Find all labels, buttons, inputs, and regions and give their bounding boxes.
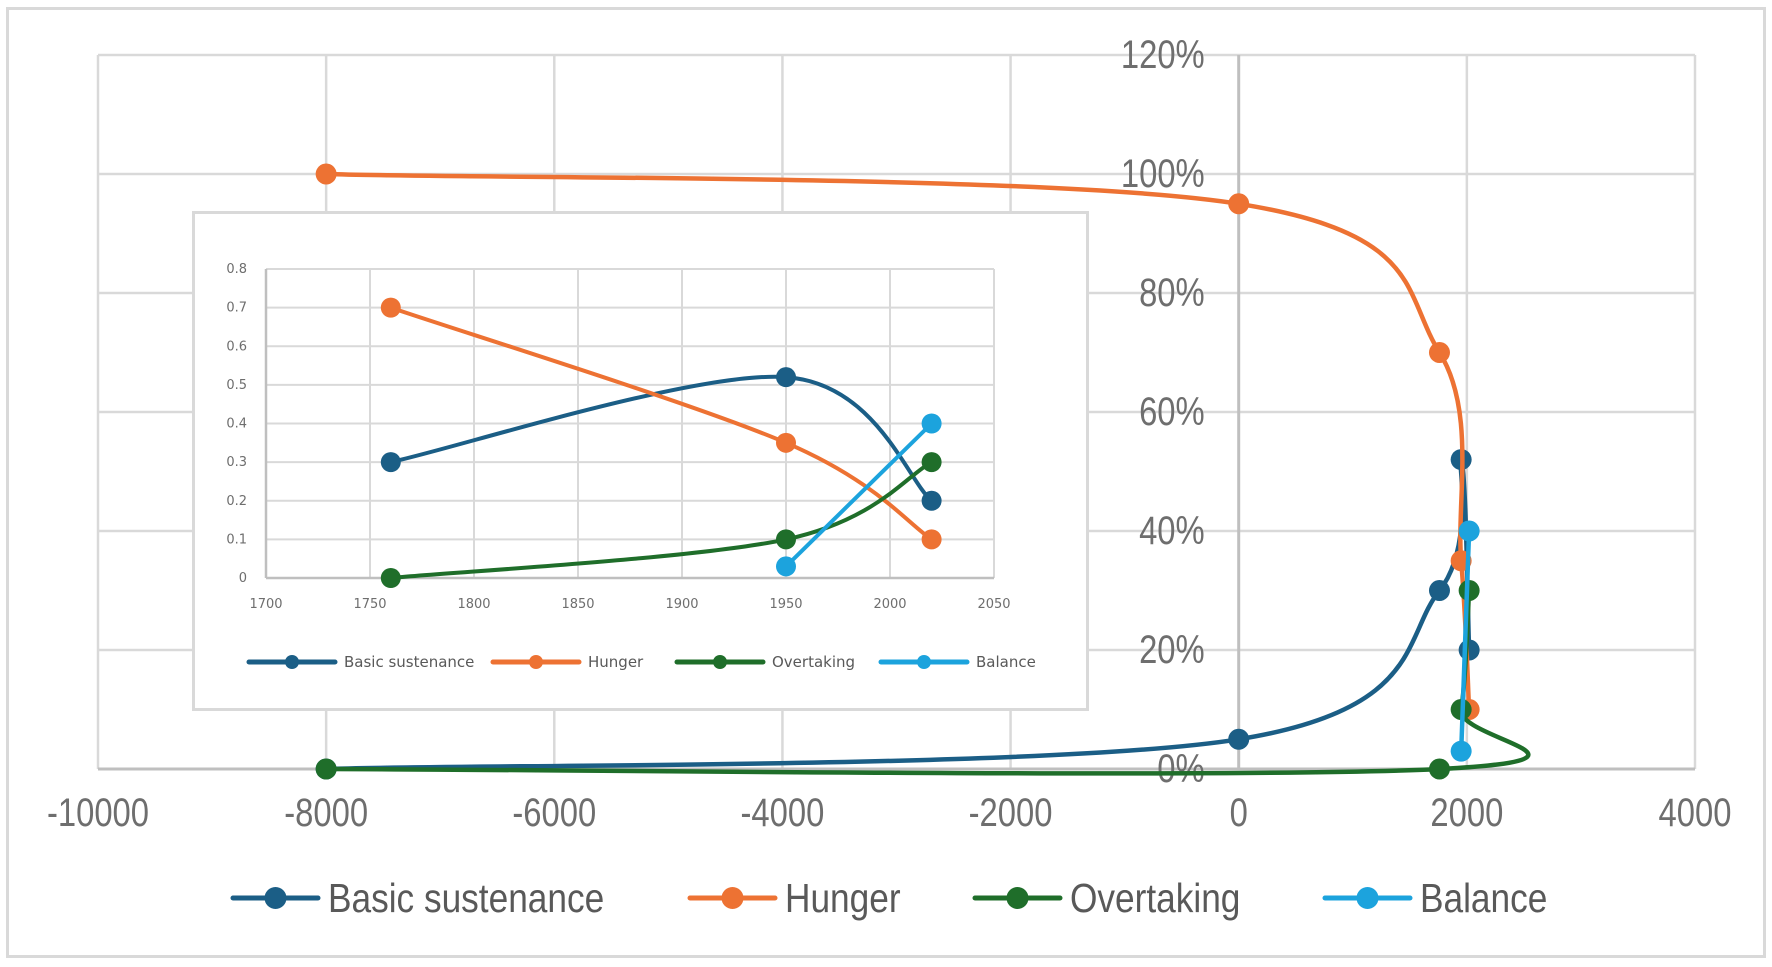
inset-point-overtaking <box>380 568 401 588</box>
inset-legend-marker-icon <box>917 655 931 669</box>
main-legend-item-overtaking: Overtaking <box>972 876 1240 922</box>
main-legend-label: Overtaking <box>1070 876 1240 922</box>
main-x-tick-label: -6000 <box>512 790 596 835</box>
inset-legend-item-hunger: Hunger <box>490 653 644 671</box>
inset-point-hunger <box>776 432 796 453</box>
inset-legend-item-overtaking: Overtaking <box>674 653 855 671</box>
inset-point-basic-sustenance <box>776 367 796 388</box>
inset-chart-border <box>192 211 1089 711</box>
inset-legend-marker-icon <box>713 655 727 669</box>
inset-series-hunger <box>380 297 942 550</box>
inset-point-overtaking <box>776 529 796 550</box>
main-point-overtaking <box>315 758 337 780</box>
inset-y-tick-label: 0.1 <box>226 532 247 547</box>
main-legend-item-balance: Balance <box>1322 876 1547 922</box>
inset-x-tick-label: 1750 <box>353 597 386 612</box>
main-legend: Basic sustenance Hunger Overtaking Balance <box>230 876 1547 922</box>
main-point-balance <box>1458 520 1480 542</box>
main-y-tick-label: 0% <box>1157 746 1204 791</box>
inset-y-tick-label: 0.8 <box>226 262 247 277</box>
inset-point-hunger <box>380 297 401 318</box>
main-point-basic-sustenance <box>1428 580 1450 601</box>
inset-point-balance <box>776 556 796 577</box>
main-legend-marker-icon <box>264 887 287 909</box>
main-legend-label: Hunger <box>785 876 901 922</box>
inset-y-tick-label: 0.7 <box>226 301 247 316</box>
main-point-hunger <box>1428 342 1450 363</box>
main-legend-marker-icon <box>721 887 744 909</box>
main-point-overtaking <box>1428 758 1450 780</box>
main-x-tick-label: 2000 <box>1430 790 1503 835</box>
inset-y-tick-label: 0 <box>239 571 247 586</box>
inset-line-overtaking <box>388 460 934 580</box>
main-point-basic-sustenance <box>1228 728 1250 750</box>
inset-y-tick-label: 0.3 <box>226 455 247 470</box>
main-point-hunger <box>315 163 337 185</box>
main-series-balance <box>1450 520 1480 762</box>
inset-x-tick-label: 1700 <box>249 597 282 612</box>
main-x-tick-label: -8000 <box>284 790 368 835</box>
inset-legend-item-balance: Balance <box>878 653 1036 671</box>
main-y-tick-label: 40% <box>1139 508 1205 553</box>
main-x-tick-label: 4000 <box>1659 790 1732 835</box>
inset-legend: Basic sustenance Hunger Overtaking Balance <box>246 653 1036 671</box>
inset-x-tick-label: 2050 <box>977 597 1010 612</box>
inset-legend-label: Overtaking <box>772 653 855 671</box>
main-x-tick-label: -10000 <box>47 790 149 835</box>
main-y-tick-label: 80% <box>1139 270 1205 315</box>
main-legend-item-basic-sustenance: Basic sustenance <box>230 876 604 922</box>
inset-point-balance <box>921 413 942 434</box>
inset-legend-marker-icon <box>529 655 543 669</box>
inset-series-overtaking <box>380 452 942 588</box>
inset-y-tick-label: 0.5 <box>226 378 247 393</box>
inset-legend-label: Balance <box>976 653 1036 671</box>
inset-legend-marker-icon <box>285 655 299 669</box>
main-y-tick-label: 20% <box>1139 627 1205 672</box>
inset-point-basic-sustenance <box>921 490 942 511</box>
inset-line-hunger <box>388 305 934 542</box>
inset-y-tick-label: 0.2 <box>226 494 247 509</box>
inset-line-balance <box>784 421 934 569</box>
main-legend-marker-icon <box>1356 887 1379 909</box>
inset-tick-labels: 0 0.1 0.2 0.3 0.4 0.5 0.6 0.7 0.8 1700 1750 1800 185… <box>226 262 1010 612</box>
inset-legend-item-basic-sustenance: Basic sustenance <box>246 653 474 671</box>
main-x-tick-label: 0 <box>1230 790 1248 835</box>
main-x-tick-label: -2000 <box>969 790 1053 835</box>
main-x-tick-label: -4000 <box>740 790 824 835</box>
main-legend-marker-icon <box>1006 887 1029 909</box>
main-legend-label: Basic sustenance <box>328 876 604 922</box>
main-y-tick-label: 60% <box>1139 389 1205 434</box>
main-line-balance <box>1458 528 1472 754</box>
inset-series-layer <box>380 297 942 588</box>
inset-point-basic-sustenance <box>380 452 401 473</box>
inset-series-balance <box>776 413 942 577</box>
inset-legend-label: Basic sustenance <box>344 653 474 671</box>
main-y-tick-label: 120% <box>1121 32 1205 77</box>
main-point-hunger <box>1228 193 1250 215</box>
inset-x-tick-label: 2000 <box>873 597 906 612</box>
inset-point-overtaking <box>921 452 942 473</box>
main-point-balance <box>1450 740 1472 762</box>
inset-point-hunger <box>921 529 942 550</box>
main-legend-item-hunger: Hunger <box>687 876 901 922</box>
inset-x-tick-label: 1850 <box>561 597 594 612</box>
inset-chart: 0 0.1 0.2 0.3 0.4 0.5 0.6 0.7 0.8 1700 1750 1800 185… <box>192 211 1089 711</box>
main-tick-labels: 0% 20% 40% 60% 80% 100% 120% -10000 -8000 -6000 -4… <box>47 32 1732 835</box>
inset-y-tick-label: 0.4 <box>226 417 247 432</box>
inset-x-tick-label: 1950 <box>769 597 802 612</box>
inset-y-tick-label: 0.6 <box>226 339 247 354</box>
inset-legend-label: Hunger <box>588 653 644 671</box>
inset-x-tick-label: 1900 <box>665 597 698 612</box>
main-legend-label: Balance <box>1420 876 1547 922</box>
inset-x-tick-label: 1800 <box>457 597 490 612</box>
main-y-tick-label: 100% <box>1121 151 1205 196</box>
main-series-layer <box>315 163 1531 780</box>
main-point-basic-sustenance <box>1458 639 1480 661</box>
